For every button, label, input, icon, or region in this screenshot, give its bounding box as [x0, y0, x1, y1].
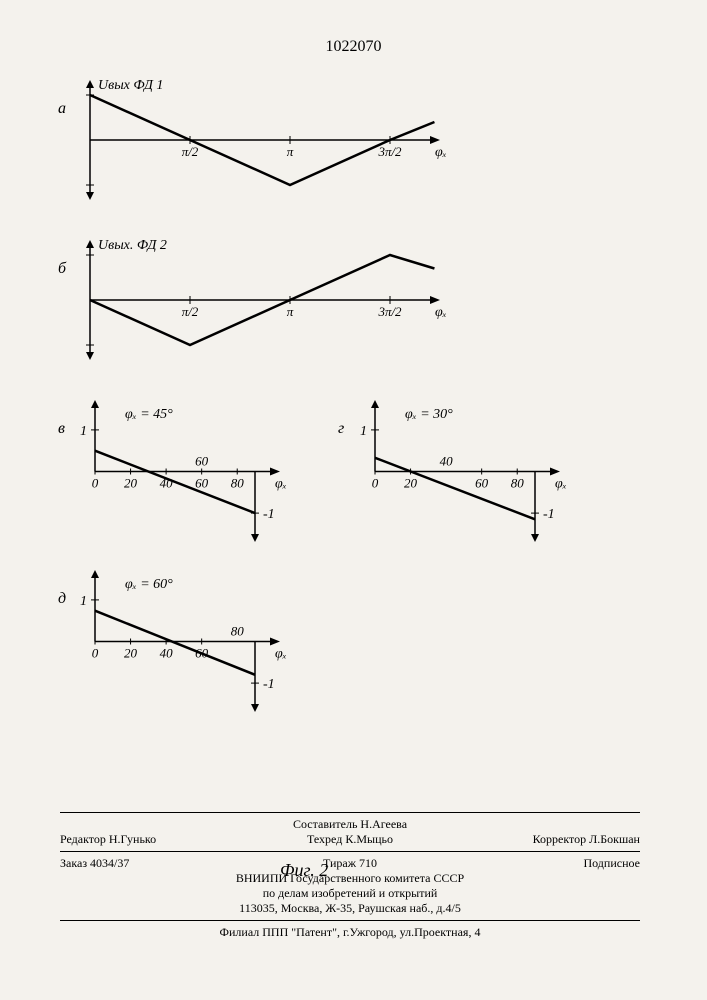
svg-text:φₓ: φₓ [275, 477, 287, 492]
chart-b: б Uвых. ФД 2 1-1π/2π3π/2φₓ [80, 240, 440, 390]
chart-b-y-title: Uвых. ФД 2 [98, 238, 167, 254]
footer-techred: Техред К.Мыцьо [253, 832, 446, 847]
svg-text:0: 0 [92, 646, 99, 661]
footer-address1: 113035, Москва, Ж-35, Раушская наб., д.4… [60, 901, 640, 916]
svg-text:φₓ = 45°: φₓ = 45° [125, 407, 173, 422]
chart-svg: 1-1π/2π3π/2φₓ [80, 240, 450, 390]
svg-text:0: 0 [92, 476, 99, 491]
svg-text:80: 80 [231, 624, 245, 639]
footer-order: Заказ 4034/37 [60, 856, 253, 871]
footer-compiler: Составитель Н.Агеева [60, 817, 640, 832]
svg-text:π: π [287, 304, 294, 319]
footer-credits-row: Редактор Н.Гунько Техред К.Мыцьо Коррект… [60, 832, 640, 847]
chart-svg: 1-1020406080φₓφₓ = 60° [80, 570, 330, 720]
chart-d: д 1-1020406080φₓφₓ = 60° [80, 570, 330, 730]
chart-a-y-title: Uвых ФД 1 [98, 78, 163, 94]
chart-svg: 1-102040608060φₓφₓ = 45° [80, 400, 330, 550]
footer: Составитель Н.Агеева Редактор Н.Гунько Т… [60, 808, 640, 940]
svg-text:π/2: π/2 [182, 304, 199, 319]
svg-text:φₓ: φₓ [275, 647, 287, 662]
svg-text:1: 1 [360, 424, 367, 439]
footer-order-row: Заказ 4034/37 Тираж 710 Подписное [60, 856, 640, 871]
svg-text:-1: -1 [263, 677, 275, 692]
svg-text:3π/2: 3π/2 [377, 304, 402, 319]
footer-org1: ВНИИПИ Государственного комитета СССР [60, 871, 640, 886]
svg-text:φₓ = 30°: φₓ = 30° [405, 407, 453, 422]
svg-text:φₓ: φₓ [435, 145, 447, 160]
svg-text:1: 1 [80, 424, 87, 439]
footer-editor: Редактор Н.Гунько [60, 832, 253, 847]
page: 1022070 а Uвых ФД 1 1 -1 π/2 π 3π/2 φₓ б Uвых… [0, 0, 707, 1000]
chart-g-label: г [338, 420, 344, 438]
svg-text:3π/2: 3π/2 [377, 144, 402, 159]
chart-svg: 1-1π/2π3π/2φₓ [80, 80, 450, 230]
svg-text:π/2: π/2 [182, 144, 199, 159]
svg-text:-1: -1 [263, 507, 275, 522]
svg-text:40: 40 [160, 646, 174, 661]
svg-text:60: 60 [195, 476, 209, 491]
footer-filial: Филиал ППП "Патент", г.Ужгород, ул.Проек… [60, 925, 640, 940]
chart-d-label: д [58, 590, 66, 608]
svg-text:80: 80 [511, 476, 525, 491]
chart-g: г 1-1020608040φₓφₓ = 30° [360, 400, 610, 560]
svg-text:0: 0 [372, 476, 379, 491]
svg-text:20: 20 [124, 476, 138, 491]
svg-text:φₓ = 60°: φₓ = 60° [125, 577, 173, 592]
charts-area: а Uвых ФД 1 1-1π/2π3π/2φₓ б Uвых. ФД 2 1… [80, 80, 640, 740]
svg-text:π: π [287, 144, 294, 159]
footer-tirazh: Тираж 710 [253, 856, 446, 871]
footer-org2: по делам изобретений и открытий [60, 886, 640, 901]
svg-text:-1: -1 [543, 507, 555, 522]
svg-text:φₓ: φₓ [435, 305, 447, 320]
chart-a-label: а [58, 100, 66, 118]
svg-text:1: 1 [80, 594, 87, 609]
svg-text:40: 40 [440, 454, 454, 469]
chart-svg: 1 -1 0 20 60 80 40 φₓ φₓ = 30° [360, 400, 610, 550]
svg-text:80: 80 [231, 476, 245, 491]
svg-text:60: 60 [475, 476, 489, 491]
chart-b-label: б [58, 260, 66, 278]
document-number: 1022070 [326, 38, 382, 56]
svg-text:20: 20 [404, 476, 418, 491]
svg-text:φₓ: φₓ [555, 477, 567, 492]
footer-corrector: Корректор Л.Бокшан [447, 832, 640, 847]
chart-v-label: в [58, 420, 65, 438]
chart-v: в 1-102040608060φₓφₓ = 45° [80, 400, 330, 560]
footer-podpisnoe: Подписное [447, 856, 640, 871]
svg-text:60: 60 [195, 454, 209, 469]
svg-text:20: 20 [124, 646, 138, 661]
chart-a: а Uвых ФД 1 1-1π/2π3π/2φₓ [80, 80, 440, 230]
chart-row-vg: в 1-102040608060φₓφₓ = 45° г 1-102060804… [80, 400, 640, 570]
